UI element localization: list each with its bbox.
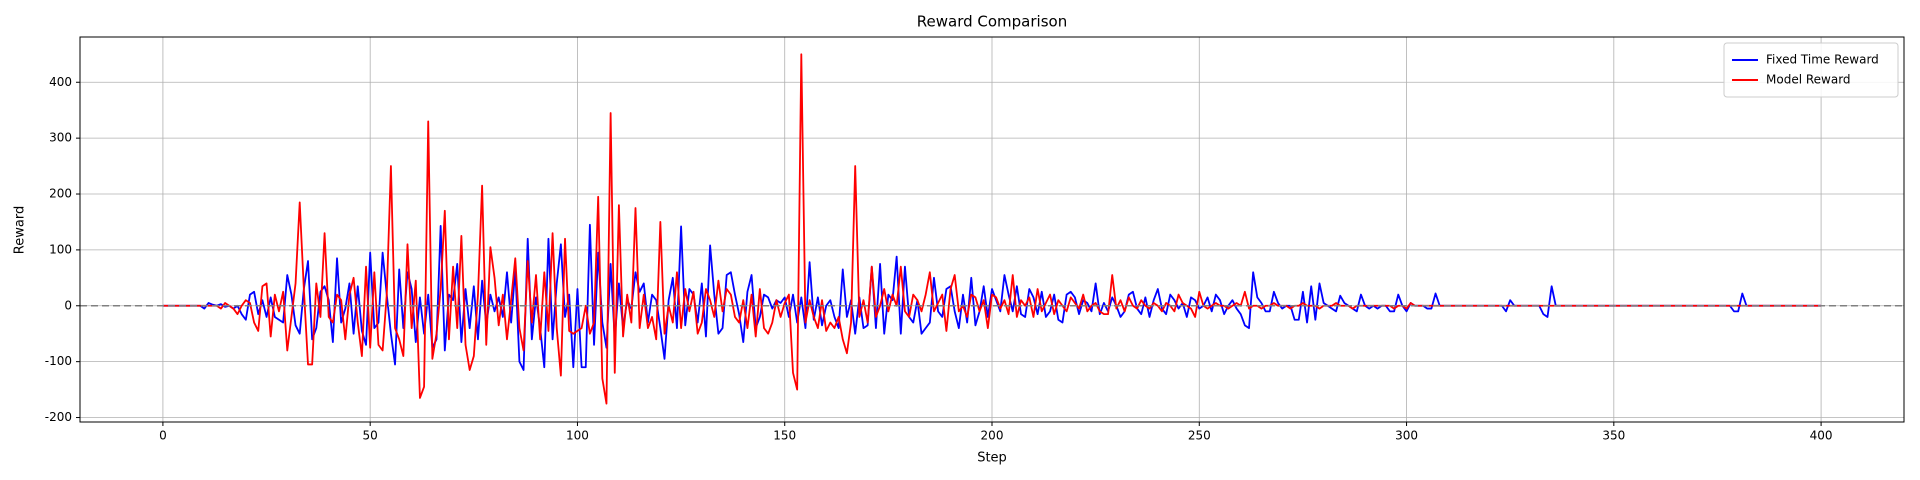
x-tick-label: 200: [981, 429, 1004, 443]
y-tick-label: -200: [45, 410, 72, 424]
y-tick-label: 300: [49, 131, 72, 145]
y-tick-label: 400: [49, 75, 72, 89]
legend-box: [1723, 42, 1899, 98]
chart-title: Reward Comparison: [917, 13, 1067, 31]
x-tick-label: 150: [773, 429, 796, 443]
x-tick-label: 250: [1188, 429, 1211, 443]
x-tick-label: 0: [159, 429, 167, 443]
y-tick-label: 100: [49, 242, 72, 256]
x-axis-label: Step: [977, 451, 1007, 466]
series-line: [162, 223, 1822, 371]
x-tick-label: 350: [1602, 429, 1625, 443]
x-tick-label: 400: [1810, 429, 1833, 443]
x-tick-label: 50: [363, 429, 378, 443]
x-tick-label: 100: [566, 429, 589, 443]
y-tick-label: 200: [49, 187, 72, 201]
legend-label: Fixed Time Reward: [1766, 53, 1879, 67]
legend-label: Model Reward: [1766, 73, 1851, 87]
y-tick-label: -100: [45, 354, 72, 368]
x-tick-label: 300: [1395, 429, 1418, 443]
y-axis-label: Reward: [13, 206, 28, 254]
plot-frame: [79, 36, 1905, 423]
y-tick-label: 0: [64, 298, 72, 312]
